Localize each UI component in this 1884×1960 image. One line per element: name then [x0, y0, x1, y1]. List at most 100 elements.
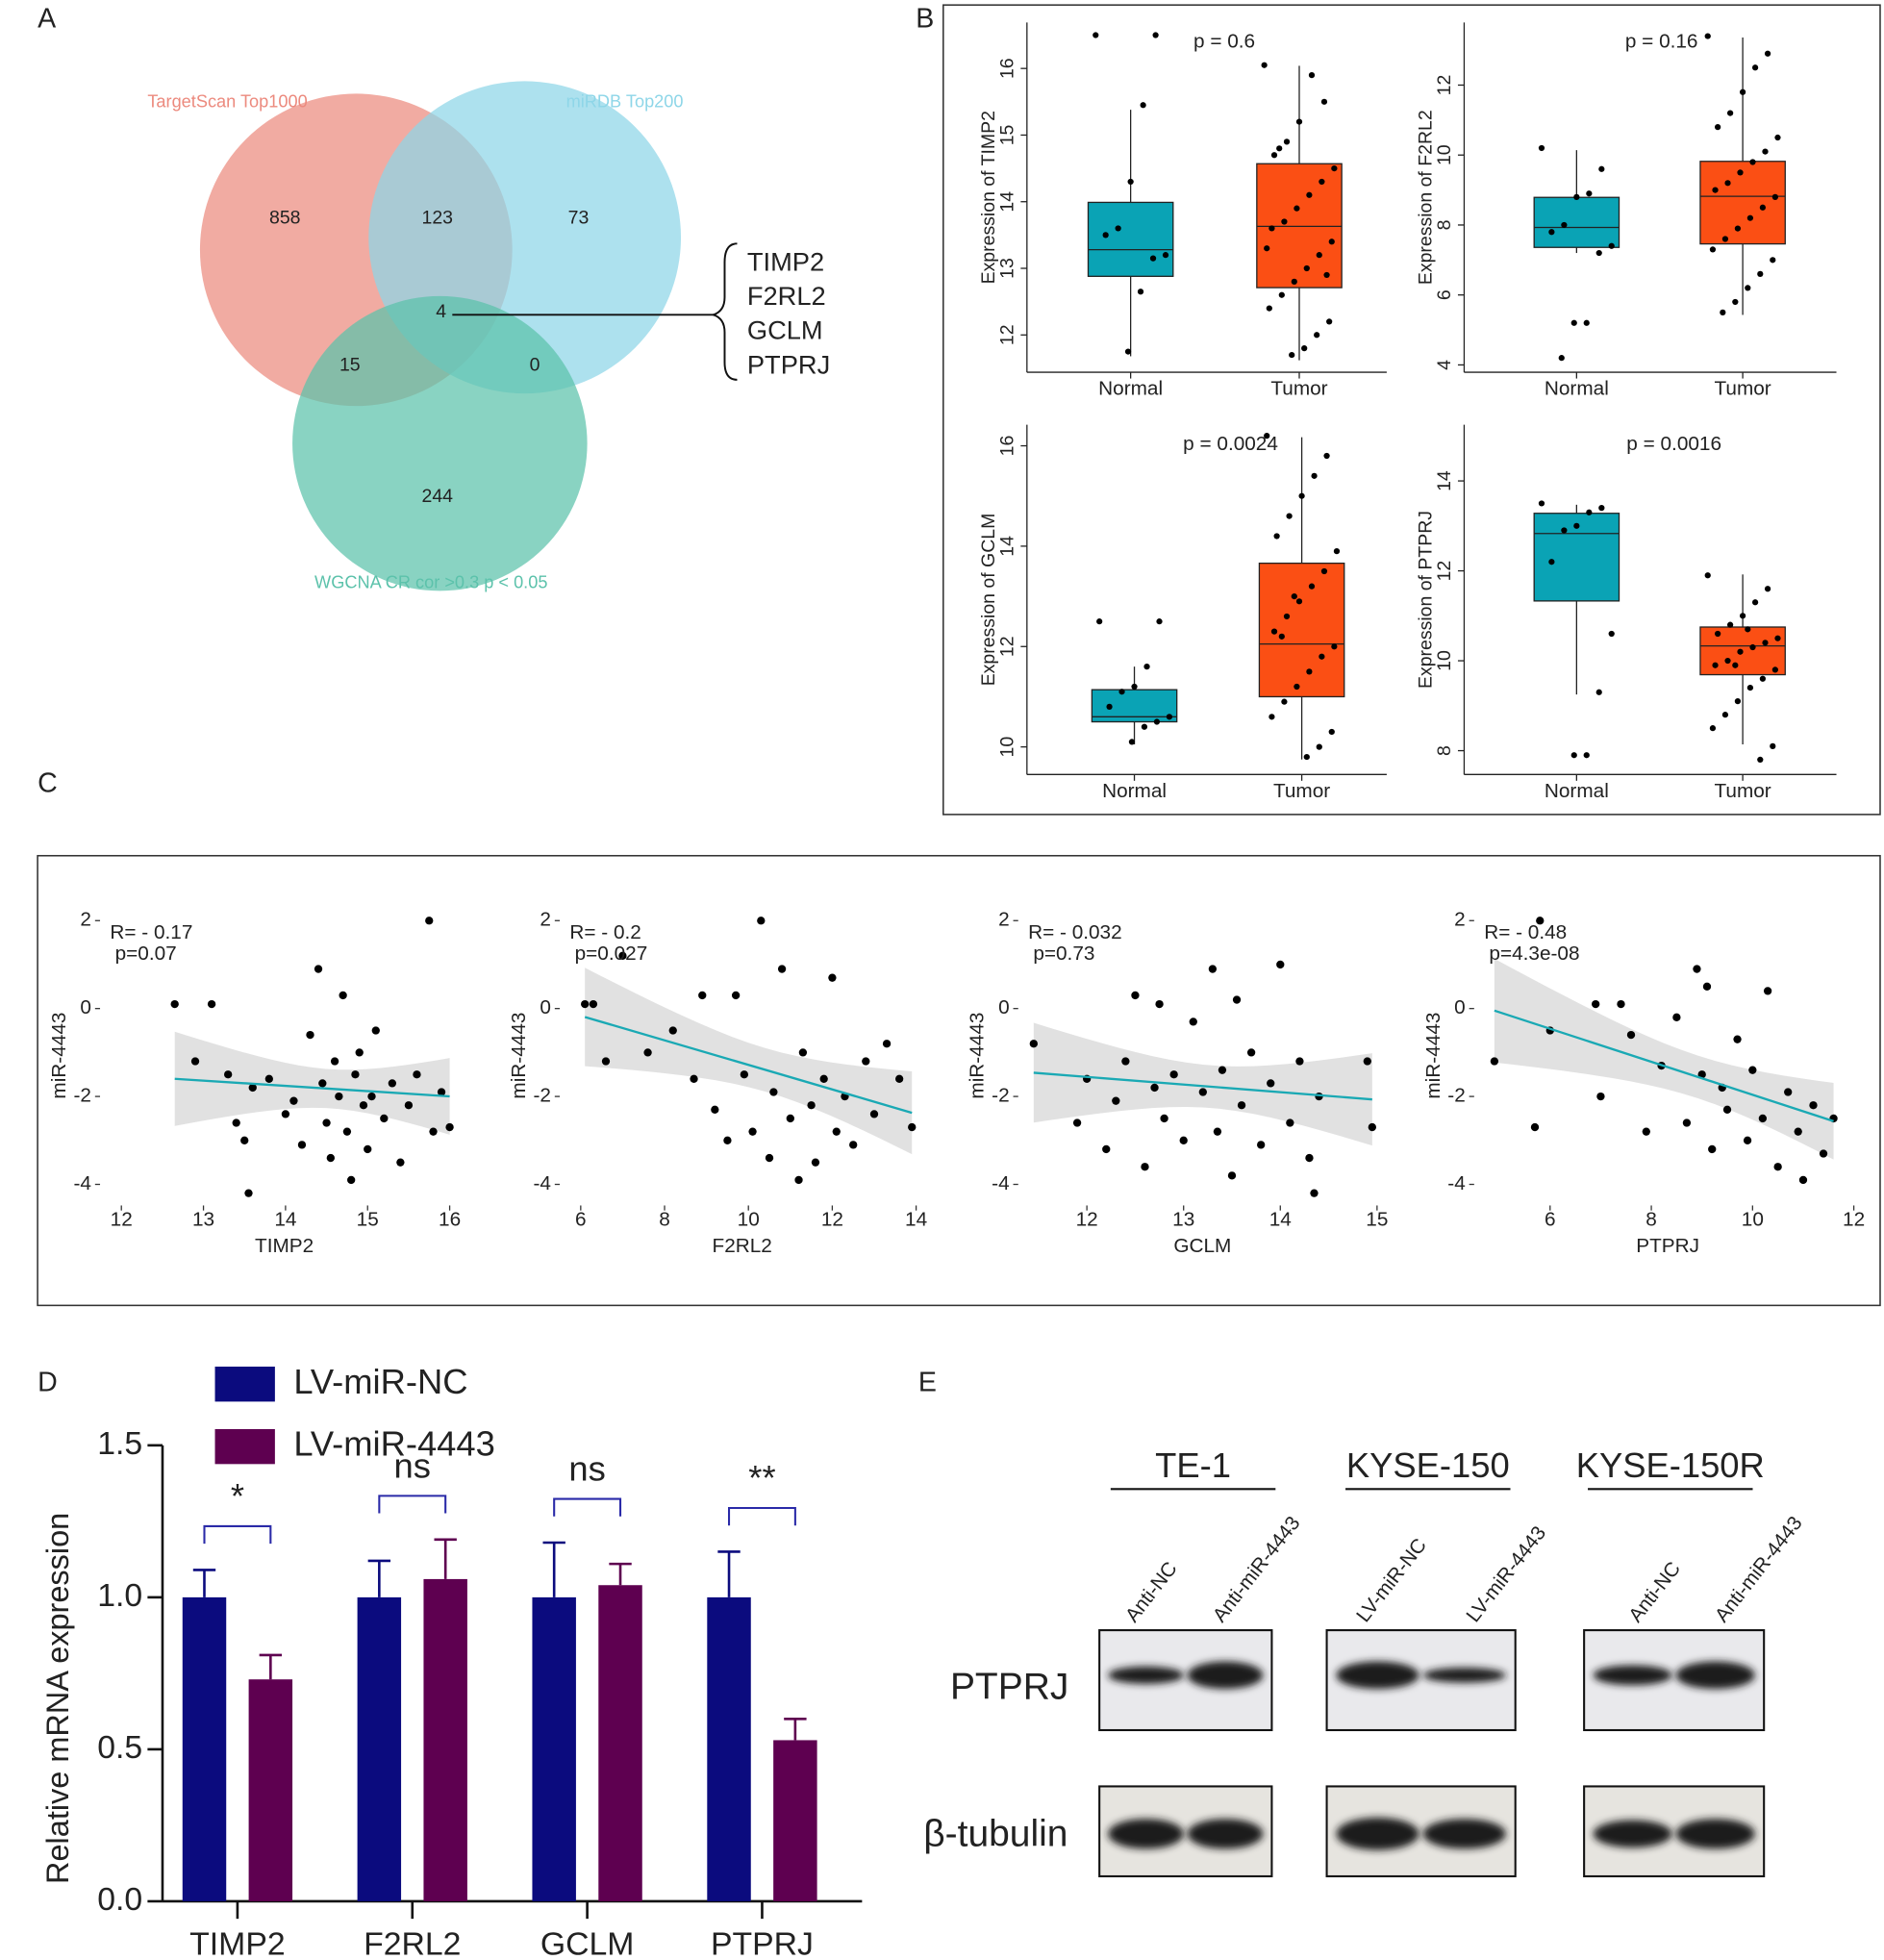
scatter-point — [1237, 1101, 1246, 1110]
jitter-point — [1771, 666, 1778, 673]
jitter-point — [1570, 752, 1577, 759]
jitter-point — [1746, 684, 1754, 691]
jitter-point — [1745, 285, 1751, 291]
scatter-point — [1213, 1127, 1222, 1136]
scatter-point — [1672, 1013, 1681, 1021]
jitter-point — [1106, 703, 1113, 711]
blot-band — [1422, 1819, 1506, 1849]
p-value: p=0.73 — [1033, 942, 1094, 965]
x-tick-label: 16 — [439, 1209, 461, 1231]
scatter-point — [1179, 1136, 1188, 1144]
gene-label: PTPRJ — [747, 349, 830, 379]
venn-set-label: WGCNA CR cor >0.3 p < 0.05 — [314, 572, 547, 591]
p-value: p = 0.0016 — [1626, 433, 1721, 455]
scatter-point — [1363, 1057, 1371, 1066]
scatter-point — [1112, 1096, 1120, 1105]
x-tick-label: 10 — [738, 1209, 760, 1231]
gene-label: GCLM — [747, 315, 823, 345]
error-bar — [367, 1559, 391, 1597]
significance-bracket — [378, 1495, 447, 1514]
jitter-point — [1715, 630, 1721, 638]
scatter-point — [807, 1101, 816, 1110]
y-tick-label: 4 — [1434, 360, 1455, 370]
scatter-point — [1536, 917, 1545, 925]
jitter-point — [1143, 664, 1150, 670]
jitter-point — [1303, 753, 1310, 761]
jitter-point — [1608, 242, 1615, 249]
y-tick-label: 14 — [996, 536, 1017, 557]
venn-count: 123 — [421, 207, 452, 228]
jitter-point — [1586, 190, 1593, 197]
scatter-point — [869, 1110, 879, 1118]
y-tick-label: 8 — [1434, 220, 1455, 231]
x-tick-label: 14 — [1269, 1209, 1292, 1231]
jitter-point — [1720, 309, 1726, 316]
jitter-point — [1751, 599, 1759, 606]
scatter-point — [777, 965, 787, 973]
y-tick-label: 0 — [1454, 996, 1466, 1018]
legend-label: LV-miR-4443 — [293, 1424, 495, 1464]
jitter-point — [1270, 628, 1278, 635]
scatter-point — [437, 1088, 446, 1096]
jitter-point — [1770, 257, 1776, 264]
y-axis-label: miR-4443 — [508, 1013, 530, 1099]
scatter-point — [1072, 1118, 1082, 1127]
confidence-band — [1033, 1022, 1372, 1146]
bar — [707, 1596, 751, 1901]
scatter-point — [1218, 1066, 1227, 1074]
scatter-point — [1267, 1079, 1275, 1088]
lane-label: Anti-miR-4443 — [1711, 1512, 1807, 1626]
jitter-point — [1328, 239, 1335, 245]
jitter-point — [1726, 621, 1734, 628]
x-tick-label: 6 — [1545, 1209, 1556, 1231]
jitter-point — [1311, 472, 1318, 479]
jitter-point — [1269, 714, 1275, 720]
jitter-point — [1331, 164, 1338, 172]
jitter-point — [1286, 513, 1293, 519]
jitter-point — [1264, 432, 1270, 440]
scatter-point — [359, 1101, 368, 1110]
x-tick-label: F2RL2 — [364, 1926, 461, 1960]
p-value: p = 0.16 — [1625, 31, 1698, 53]
venn-count: 244 — [421, 486, 453, 507]
y-tick-label: 12 — [1434, 561, 1455, 582]
jitter-point — [1306, 668, 1313, 675]
jitter-point — [1294, 205, 1300, 212]
y-tick-label: 2 — [80, 909, 91, 931]
bar — [532, 1596, 576, 1901]
panel-label: A — [38, 3, 56, 34]
scatter-point — [1310, 1189, 1319, 1197]
scatter-point — [1798, 1175, 1808, 1185]
blot-band — [1336, 1817, 1419, 1850]
y-tick-label: -2 — [1447, 1085, 1465, 1107]
significance-bracket — [727, 1506, 796, 1526]
scatter-point — [723, 1136, 732, 1144]
blot-band — [1675, 1819, 1755, 1849]
jitter-point — [1709, 246, 1717, 253]
scatter-point — [388, 1079, 397, 1088]
scatter-point — [757, 917, 766, 925]
y-tick-label: 0.5 — [97, 1729, 142, 1766]
y-axis-label: Expression of F2RL2 — [1416, 110, 1437, 285]
jitter-point — [1153, 718, 1161, 725]
scatter-point — [618, 951, 627, 960]
jitter-point — [1328, 728, 1335, 736]
p-value: p=4.3e-08 — [1489, 942, 1579, 965]
jitter-point — [1771, 193, 1778, 200]
jitter-point — [1558, 355, 1565, 362]
y-tick-label: -4 — [1447, 1172, 1465, 1194]
scatter-point — [1773, 1163, 1782, 1171]
scatter-point — [1232, 995, 1242, 1004]
scatter-point — [1748, 1066, 1757, 1074]
scatter-point — [364, 1144, 372, 1154]
scatter-point — [1029, 1040, 1038, 1048]
group-label: KYSE-150R — [1576, 1445, 1765, 1485]
scatter-point — [1305, 1153, 1314, 1163]
jitter-point — [1281, 698, 1288, 705]
jitter-point — [1721, 712, 1729, 718]
x-tick-label: 15 — [357, 1209, 379, 1231]
significance-label: ns — [394, 1445, 431, 1485]
scatter-point — [396, 1158, 405, 1167]
scatter-point — [862, 1057, 870, 1066]
